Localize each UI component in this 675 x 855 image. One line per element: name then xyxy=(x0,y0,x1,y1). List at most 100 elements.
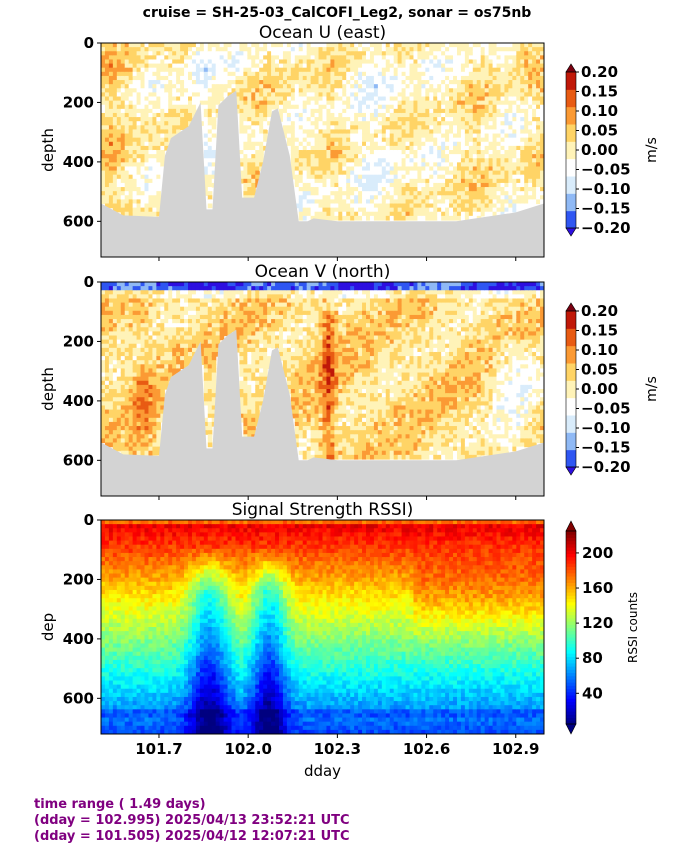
colorbar-swatch xyxy=(566,582,576,587)
chart-panel-2: Ocean V (north)0200400600depth0.200.150.… xyxy=(39,262,660,500)
chart-panel-3: Signal Strength RSSI) 0 200 400 600 dep 101.7 1… xyxy=(39,500,640,780)
colorbar-swatch xyxy=(566,576,576,580)
colorbar-swatch xyxy=(566,604,576,609)
y-tick-label: 600 xyxy=(63,451,94,469)
colorbar-tick-label: 200 xyxy=(582,544,613,562)
colorbar-swatch xyxy=(566,688,576,693)
colorbar-swatch xyxy=(566,717,576,722)
colorbar-swatch xyxy=(566,345,576,364)
colorbar-swatch xyxy=(566,666,576,670)
heatmap-field xyxy=(101,520,544,734)
colorbar-extend-min xyxy=(565,723,577,735)
colorbar-swatch xyxy=(566,614,576,619)
colorbar-swatch xyxy=(566,653,576,657)
colorbar-tick-label: −0.15 xyxy=(581,200,631,218)
panel-title: Ocean U (east) xyxy=(259,23,386,43)
y-tick-label: 400 xyxy=(63,630,94,648)
colorbar-tick-label: −0.20 xyxy=(581,219,631,237)
colorbar-swatch xyxy=(566,711,576,715)
colorbar-tick-label: 0.00 xyxy=(581,380,618,398)
colorbar-swatch xyxy=(566,311,576,329)
colorbar-swatch xyxy=(566,656,576,661)
x-tick-label: 102.3 xyxy=(314,740,361,758)
colorbar-extend-max xyxy=(565,520,577,532)
colorbar-swatch xyxy=(566,563,576,567)
colorbar-swatch xyxy=(566,685,576,690)
colorbar-swatch xyxy=(566,630,576,635)
colorbar-extend-max xyxy=(565,63,577,73)
seafloor-mask xyxy=(101,90,544,257)
colorbar-swatch xyxy=(566,608,576,612)
colorbar-swatch xyxy=(566,659,576,664)
seafloor-mask xyxy=(101,329,544,496)
colorbar-swatch xyxy=(566,592,576,596)
colorbar-swatch xyxy=(566,380,576,399)
colorbar-tick-label: 0.05 xyxy=(581,361,618,379)
y-axis-label: dep xyxy=(39,613,57,641)
colorbar-swatch xyxy=(566,193,576,212)
colorbar-swatch xyxy=(566,537,576,542)
colorbar-swatch xyxy=(566,415,576,433)
colorbar-swatch xyxy=(566,624,576,628)
colorbar-swatch xyxy=(566,141,576,160)
colorbar-swatch xyxy=(566,569,576,574)
y-tick-label: 400 xyxy=(63,392,94,410)
colorbar-tick-label: −0.10 xyxy=(581,180,631,198)
colorbar-swatch xyxy=(566,617,576,622)
colorbar-swatch xyxy=(566,695,576,699)
colorbar-tick-label: 160 xyxy=(582,579,613,597)
colorbar-swatch xyxy=(566,588,576,593)
colorbar-swatch xyxy=(566,432,576,451)
colorbar: 200 160 120 80 40 RSSI counts xyxy=(565,520,640,735)
colorbar-swatch xyxy=(566,662,576,667)
colorbar-swatch xyxy=(566,646,576,651)
colorbar-tick-label: 0.00 xyxy=(581,141,618,159)
colorbar-swatch xyxy=(566,637,576,641)
colorbar-swatch xyxy=(566,176,576,194)
x-tick-label: 102.6 xyxy=(403,740,450,758)
y-tick-label: 200 xyxy=(63,332,94,350)
colorbar-tick-label: 80 xyxy=(582,649,603,667)
colorbar-swatch xyxy=(566,669,576,674)
x-tick-label: 102.9 xyxy=(492,740,539,758)
colorbar-tick-label: −0.15 xyxy=(581,439,631,457)
colorbar-tick-label: −0.20 xyxy=(581,458,631,476)
colorbar-swatch xyxy=(566,701,576,706)
colorbar-swatch xyxy=(566,572,576,577)
colorbar-tick-label: 120 xyxy=(582,614,613,632)
colorbar-swatch xyxy=(566,598,576,603)
y-tick-label: 600 xyxy=(63,689,94,707)
colorbar-tick-label: 0.15 xyxy=(581,322,618,340)
colorbar-swatch xyxy=(566,328,576,347)
colorbar-swatch xyxy=(566,704,576,709)
colorbar-tick-label: 0.20 xyxy=(581,302,618,320)
colorbar-swatch xyxy=(566,550,576,555)
colorbar-swatch xyxy=(566,672,576,677)
colorbar-swatch xyxy=(566,627,576,632)
y-tick-label: 600 xyxy=(63,212,94,230)
colorbar-swatch xyxy=(566,449,576,468)
colorbar: 0.20 0.150.10 0.050.00 −0.05−0.10 −0.15−0.20… xyxy=(565,63,660,237)
colorbar-extend-min xyxy=(565,227,577,237)
colorbar-swatch xyxy=(566,611,576,616)
colorbar-swatch xyxy=(566,633,576,638)
colorbar-swatch xyxy=(566,720,576,725)
colorbar-swatch xyxy=(566,106,576,125)
panel-title: Ocean V (north) xyxy=(255,262,391,282)
colorbar-swatch xyxy=(566,540,576,545)
colorbar-swatch xyxy=(566,397,576,416)
colorbar-swatch xyxy=(566,707,576,712)
colorbar-swatch xyxy=(566,640,576,645)
colorbar-extend-min xyxy=(565,466,577,476)
colorbar-swatch xyxy=(566,595,576,600)
colorbar-tick-label: 0.05 xyxy=(581,122,618,140)
colorbar-swatch xyxy=(566,89,576,108)
colorbar-swatch xyxy=(566,675,576,680)
start-time-label: (dday = 101.505) 2025/04/12 12:07:21 UTC xyxy=(34,829,350,844)
y-tick-label: 0 xyxy=(84,511,94,529)
colorbar-extend-max xyxy=(565,302,577,312)
axes-frame xyxy=(100,281,545,497)
colorbar-swatch xyxy=(566,579,576,583)
y-tick-label: 200 xyxy=(63,93,94,111)
